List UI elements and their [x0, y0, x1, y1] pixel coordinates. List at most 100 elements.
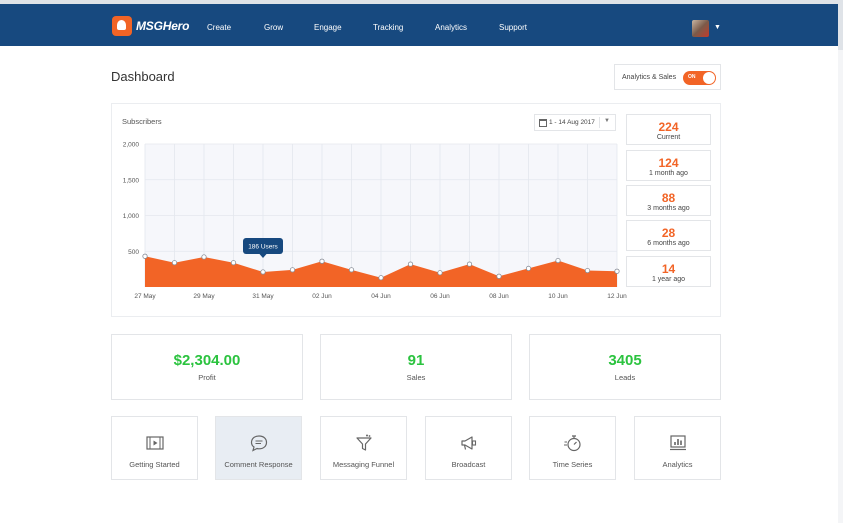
data-point	[407, 261, 414, 267]
chart-title: Subscribers	[122, 117, 162, 126]
stat-6-months-ago: 28 6 months ago	[626, 220, 711, 251]
x-tick-label: 29 May	[193, 293, 215, 300]
stat-label: 1 year ago	[651, 276, 686, 283]
toggle-label: Analytics & Sales	[622, 74, 677, 81]
toggle-state: ON	[688, 74, 696, 80]
tile-time-series[interactable]: Time Series	[529, 416, 616, 480]
brand-name: MSGHero	[136, 19, 190, 33]
tile-getting-started[interactable]: Getting Started	[111, 416, 198, 480]
date-picker-divider	[599, 117, 600, 128]
x-tick-label: 10 Jun	[548, 293, 568, 300]
tile-analytics[interactable]: Analytics	[634, 416, 721, 480]
metric-profit: $2,304.00 Profit	[111, 334, 303, 400]
stat-label: 1 month ago	[649, 170, 688, 177]
stat-value: 28	[661, 226, 676, 240]
avatar[interactable]	[692, 20, 709, 37]
data-point	[319, 258, 325, 264]
stat-label: 3 months ago	[647, 205, 690, 212]
subscribers-chart: 2,000 1,500 1,000 500 27 May 29 May 31 May 02 J…	[123, 142, 627, 301]
data-point	[348, 267, 355, 273]
chevron-down-icon[interactable]: ▼	[714, 24, 721, 31]
megaphone-icon	[461, 436, 477, 450]
metric-label: Sales	[406, 373, 426, 382]
nav-item-create[interactable]: Create	[207, 23, 232, 32]
tooltip-label: 186 Users	[248, 244, 278, 251]
metric-value: $2,304.00	[173, 352, 241, 369]
x-tick-label: 31 May	[252, 293, 274, 300]
x-tick-label: 08 Jun	[489, 293, 509, 300]
tile-label: Analytics	[662, 460, 693, 469]
tile-comment-response[interactable]: Comment Response	[215, 416, 302, 480]
data-point	[584, 267, 591, 274]
nav-item-tracking[interactable]: Tracking	[373, 23, 404, 32]
data-point	[525, 265, 532, 272]
stat-3-months-ago: 88 3 months ago	[626, 185, 711, 216]
metric-value: 3405	[608, 352, 642, 369]
tile-messaging-funnel[interactable]: Messaging Funnel	[320, 416, 407, 480]
data-point	[171, 260, 178, 266]
tile-label: Messaging Funnel	[332, 460, 395, 469]
data-point	[230, 260, 237, 266]
tile-label: Getting Started	[129, 460, 180, 469]
stat-current: 224 Current	[626, 114, 711, 145]
analytics-sales-toggle[interactable]: ON	[683, 71, 716, 85]
x-tick-label: 04 Jun	[371, 293, 391, 300]
data-point	[466, 261, 473, 267]
page-title: Dashboard	[111, 69, 175, 84]
chevron-down-icon[interactable]: ▼	[604, 118, 610, 124]
stat-1-year-ago: 14 1 year ago	[626, 256, 711, 287]
nav-item-engage[interactable]: Engage	[314, 23, 342, 32]
nav-item-grow[interactable]: Grow	[264, 23, 284, 32]
data-point	[555, 257, 561, 264]
stat-value: 224	[658, 120, 679, 134]
series-area	[145, 256, 617, 287]
tooltip-arrow	[259, 254, 267, 258]
data-point	[378, 275, 384, 281]
tile-label: Broadcast	[451, 460, 486, 469]
x-tick-label: 27 May	[134, 293, 156, 300]
x-tick-label: 06 Jun	[430, 293, 450, 300]
nav-item-analytics[interactable]: Analytics	[435, 23, 468, 32]
y-tick-label: 1,000	[123, 213, 140, 220]
stat-value: 124	[658, 156, 679, 170]
data-point	[142, 253, 148, 259]
x-tick-label: 02 Jun	[312, 293, 332, 300]
analytics-icon	[670, 435, 686, 451]
data-point	[260, 269, 266, 275]
metric-label: Profit	[198, 373, 216, 382]
x-tick-label: 12 Jun	[607, 293, 627, 300]
metric-label: Leads	[614, 373, 636, 382]
data-point	[614, 268, 620, 274]
date-range-picker[interactable]: 1 - 14 Aug 2017 ▼	[534, 114, 616, 131]
tile-broadcast[interactable]: Broadcast	[425, 416, 512, 480]
tooltip-box	[243, 238, 283, 254]
metric-value: 91	[407, 352, 425, 369]
metric-sales: 91 Sales	[320, 334, 512, 400]
y-tick-label: 1,500	[123, 177, 140, 184]
stat-1-month-ago: 124 1 month ago	[626, 150, 711, 181]
video-icon	[146, 436, 164, 450]
toggle-knob	[703, 72, 715, 84]
stat-value: 14	[661, 262, 676, 276]
logo[interactable]: MSGHero	[112, 16, 189, 36]
stat-label: 6 months ago	[647, 240, 690, 247]
logo-mark-icon	[112, 16, 132, 36]
calendar-icon	[539, 119, 547, 127]
stat-value: 88	[661, 191, 676, 205]
y-tick-label: 500	[128, 249, 139, 256]
tile-label: Time Series	[552, 460, 593, 469]
metric-leads: 3405 Leads	[529, 334, 721, 400]
y-tick-label: 2,000	[123, 142, 140, 149]
navbar: MSGHero Create Grow Engage Tracking Anal…	[0, 4, 838, 46]
data-point	[496, 273, 502, 279]
data-point	[437, 270, 443, 276]
nav-item-support[interactable]: Support	[499, 23, 528, 32]
tile-label: Comment Response	[224, 460, 293, 469]
date-range-text: 1 - 14 Aug 2017	[549, 119, 595, 126]
stat-label: Current	[656, 134, 681, 141]
data-point	[201, 254, 207, 260]
stopwatch-icon	[564, 435, 581, 452]
funnel-icon	[356, 434, 372, 451]
chat-bubble-icon	[250, 435, 268, 452]
data-point	[289, 267, 296, 273]
